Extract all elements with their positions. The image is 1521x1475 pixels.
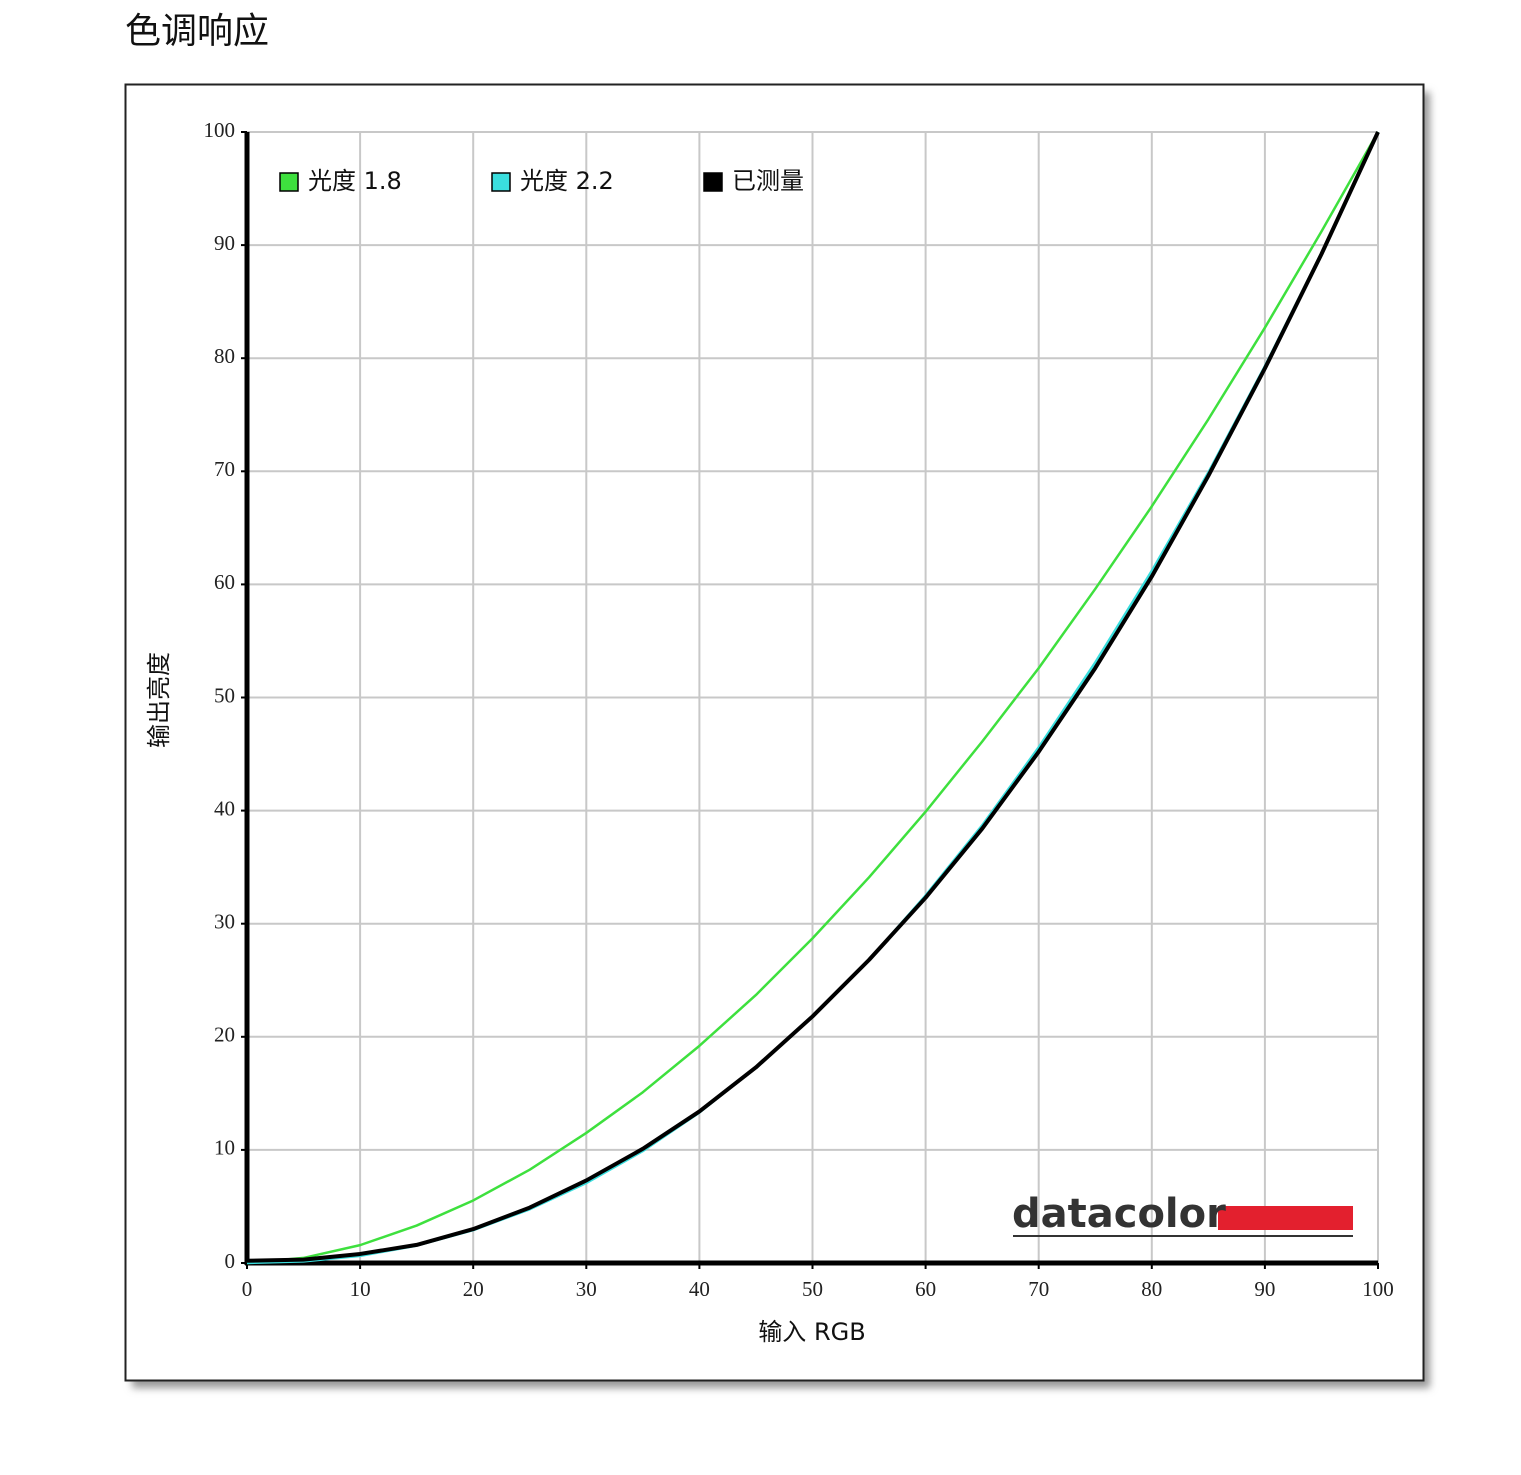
legend-swatch [279,172,299,192]
x-tick-label: 70 [1028,1277,1049,1301]
x-tick-label: 60 [915,1277,936,1301]
x-tick-label: 20 [463,1277,484,1301]
y-tick-label: 90 [214,231,235,255]
chart-frame [124,83,1425,1382]
legend-label: 光度 2.2 [520,167,614,195]
y-tick-label: 30 [214,910,235,934]
y-tick-label: 100 [204,118,236,142]
x-axis-label: 输入 RGB [758,1318,865,1346]
logo-text: datacolor [1012,1191,1226,1237]
x-tick-label: 40 [689,1277,710,1301]
y-tick-label: 20 [214,1023,235,1047]
page-title: 色调响应 [125,11,270,52]
x-tick-label: 0 [242,1277,253,1301]
series-line [246,131,1380,1265]
logo-bar [1218,1206,1353,1230]
y-tick-label: 60 [214,570,235,594]
x-tick-label: 30 [576,1277,597,1301]
y-tick-label: 40 [214,796,235,820]
series-line [246,131,1380,1263]
legend-swatch [703,172,723,192]
y-tick-label: 10 [214,1136,235,1160]
x-tick-label: 50 [802,1277,823,1301]
y-tick-label: 80 [214,344,235,368]
legend-swatch [491,172,511,192]
x-tick-label: 80 [1141,1277,1162,1301]
x-tick-label: 90 [1254,1277,1275,1301]
y-tick-label: 50 [214,683,235,707]
legend-label: 已测量 [732,167,804,195]
legend-label: 光度 1.8 [308,167,402,195]
y-tick-label: 0 [225,1249,236,1273]
y-axis-label: 输出亮度 [145,652,173,748]
y-tick-label: 70 [214,457,235,481]
x-tick-label: 10 [350,1277,371,1301]
x-tick-label: 100 [1362,1277,1394,1301]
